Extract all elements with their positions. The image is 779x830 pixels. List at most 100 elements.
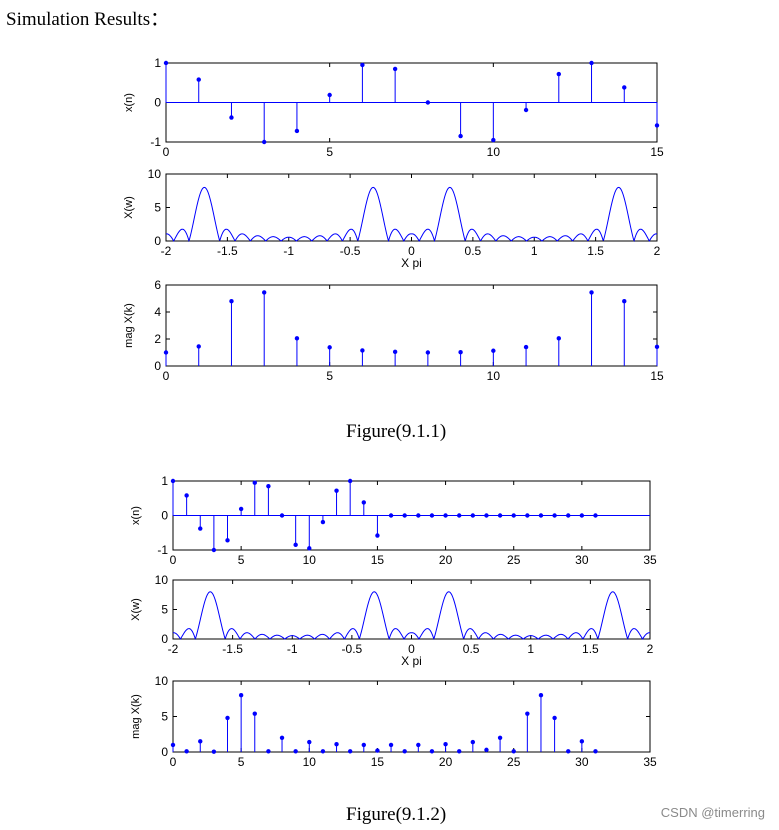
- stem-point: [334, 488, 339, 493]
- page-heading: Simulation Results：: [6, 9, 170, 30]
- x-tick-label: 0: [408, 244, 415, 258]
- axes-frame: [165, 173, 658, 242]
- y-tick-label: 4: [154, 305, 161, 319]
- stem-point: [392, 66, 398, 72]
- stem-point: [457, 749, 462, 754]
- y-axis-label: mag X(k): [130, 694, 142, 739]
- stem-point: [307, 546, 312, 551]
- axes-frame: [172, 579, 651, 640]
- stem-point: [470, 513, 476, 518]
- x-tick-label: 35: [643, 553, 657, 567]
- stem-point: [538, 513, 544, 518]
- stem-point: [361, 500, 366, 505]
- y-tick-label: -1: [150, 135, 161, 149]
- x-tick-label: -2: [168, 642, 179, 656]
- x-tick-label: 0: [163, 145, 170, 159]
- x-axis-label: X pi: [401, 654, 422, 668]
- y-tick-label: 0: [161, 745, 168, 759]
- y-tick-label: 10: [148, 167, 162, 181]
- x-tick-label: 15: [371, 755, 385, 769]
- stem-point: [266, 749, 271, 754]
- y-tick-label: 0: [154, 359, 161, 373]
- stem-point: [552, 513, 557, 518]
- stem-point: [523, 344, 529, 350]
- stem-point: [238, 693, 244, 698]
- x-tick-label: 1.5: [587, 244, 604, 258]
- stem-point: [458, 350, 463, 355]
- stem-point: [327, 92, 332, 98]
- stem-point: [225, 715, 230, 721]
- stem-point: [347, 749, 353, 754]
- stem-point: [266, 483, 271, 489]
- stem-point: [402, 749, 407, 754]
- y-tick-label: 0: [161, 509, 168, 523]
- x-tick-label: -1.5: [217, 244, 238, 258]
- x-axis-label: X pi: [401, 256, 422, 270]
- stem-point: [170, 478, 176, 484]
- x-tick-label: 15: [650, 145, 664, 159]
- stem-point: [556, 336, 561, 341]
- panel-3: 0 5 10 15 0 2 4 6 mag X(k): [123, 278, 664, 383]
- stem-point: [511, 749, 516, 754]
- x-tick-label: 30: [575, 553, 589, 567]
- stem-point: [229, 299, 234, 304]
- x-tick-label: 0.5: [465, 244, 482, 258]
- stem-point: [211, 749, 217, 754]
- y-axis-label: mag X(k): [123, 303, 135, 348]
- x-tick-label: 0: [408, 642, 415, 656]
- stem-point: [525, 513, 530, 518]
- x-tick-label: 5: [326, 369, 333, 383]
- x-tick-label: 1.5: [582, 642, 599, 656]
- y-tick-label: 2: [154, 332, 161, 346]
- stem-point: [252, 711, 257, 716]
- stem-point: [491, 137, 496, 143]
- stem-point: [293, 749, 298, 754]
- stem-point: [294, 128, 300, 134]
- x-tick-label: 5: [326, 145, 333, 159]
- x-tick-label: 25: [507, 553, 521, 567]
- x-tick-label: 5: [238, 755, 245, 769]
- stem-point: [566, 749, 571, 754]
- x-tick-label: -1.5: [222, 642, 243, 656]
- stem-point: [320, 519, 326, 525]
- panel-5: -2 -1.5 -1 -0.5 0 0.5 1 1.5 2 0 5 10 X(w) X pi: [130, 573, 654, 668]
- stem-point: [497, 735, 503, 740]
- y-tick-label: 10: [155, 573, 169, 587]
- y-tick-label: -1: [157, 543, 168, 557]
- stem-point: [622, 299, 627, 304]
- panel-2: -2 -1.5 -1 -0.5 0 0.5 1 1.5 2 0 5 10 X(w) X pi: [123, 167, 661, 270]
- stem-point: [375, 533, 380, 538]
- stem-point: [198, 526, 203, 531]
- y-tick-label: 1: [161, 474, 168, 488]
- stem-point: [163, 60, 169, 66]
- x-tick-label: 25: [507, 755, 521, 769]
- watermark: CSDN @timerring: [660, 805, 765, 820]
- stem-point: [457, 513, 462, 518]
- stem-point: [262, 139, 267, 145]
- stem-point: [307, 739, 312, 745]
- stem-point: [579, 739, 585, 744]
- spectrum-line: [172, 591, 651, 641]
- panel-6: 0 5 10 15 20 25 30 35 0 5 10 mag X(k): [130, 674, 657, 769]
- y-axis-label: x(n): [123, 93, 135, 112]
- stem-point: [198, 739, 203, 744]
- x-tick-label: -0.5: [340, 244, 361, 258]
- y-tick-label: 10: [155, 674, 169, 688]
- x-tick-label: 15: [650, 369, 664, 383]
- stem-point: [170, 742, 176, 748]
- x-tick-label: 5: [238, 553, 245, 567]
- stem-point: [262, 290, 267, 295]
- y-axis-label: X(w): [123, 196, 135, 219]
- stem-point: [579, 513, 585, 518]
- x-tick-label: 20: [439, 553, 453, 567]
- x-tick-label: -1: [283, 244, 294, 258]
- x-tick-label: 1: [531, 244, 538, 258]
- stem-point: [429, 749, 435, 754]
- stem-point: [470, 739, 476, 745]
- spectrum-line: [165, 186, 658, 243]
- stem-point: [163, 350, 169, 355]
- stem-point: [347, 478, 353, 484]
- stem-point: [593, 513, 598, 518]
